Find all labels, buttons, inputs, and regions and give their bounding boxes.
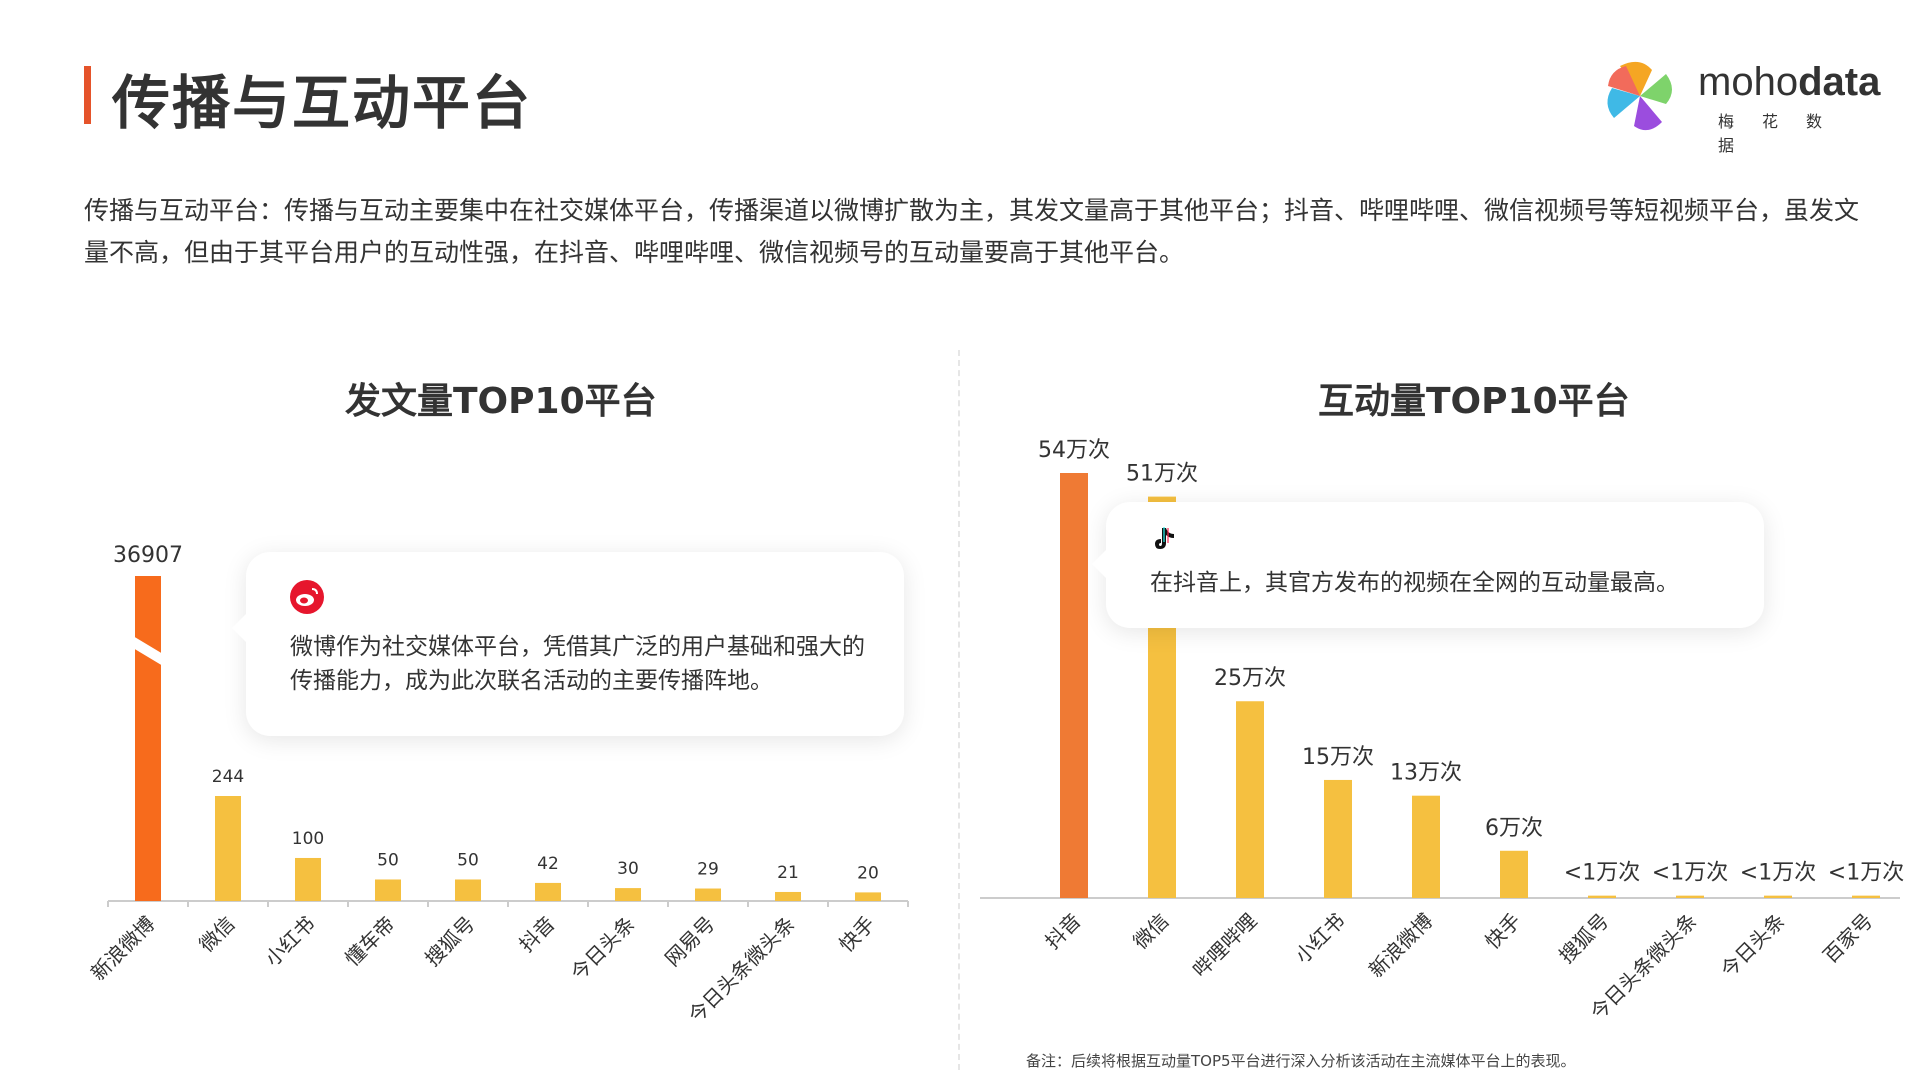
- x-tick-label: 今日头条: [1716, 909, 1790, 983]
- douyin-callout-text: 在抖音上，其官方发布的视频在全网的互动量最高。: [1150, 570, 1679, 596]
- x-tick-label: 哔哩哔哩: [1188, 909, 1262, 983]
- data-label: <1万次: [1740, 861, 1816, 886]
- logo-subtitle: 梅花数据: [1718, 112, 1851, 155]
- x-tick-label: 抖音: [514, 912, 559, 957]
- data-label: 54万次: [1038, 438, 1110, 463]
- douyin-icon: [1155, 527, 1174, 549]
- bar-抖音: [1060, 473, 1088, 898]
- data-label: 20: [857, 863, 879, 883]
- data-label: 6万次: [1485, 816, 1543, 841]
- bar-抖音: [535, 882, 561, 901]
- bar-新浪微博: [1412, 795, 1440, 898]
- data-label: 13万次: [1390, 761, 1462, 786]
- x-tick-label: 懂车帝: [340, 912, 399, 971]
- x-tick-label: 微信: [194, 912, 239, 957]
- data-label: <1万次: [1828, 861, 1904, 886]
- x-tick-label: 搜狐号: [420, 912, 479, 971]
- x-tick-label: 小红书: [1290, 909, 1349, 968]
- title-accent-bar: [84, 66, 91, 124]
- x-tick-label: 快手: [1480, 909, 1525, 954]
- x-tick-label: 网易号: [660, 912, 719, 971]
- logo-wordmark: mohodata: [1698, 60, 1881, 104]
- data-label: 29: [697, 860, 719, 880]
- data-label: <1万次: [1652, 861, 1728, 886]
- data-label: 50: [457, 850, 479, 870]
- data-label: 30: [617, 859, 639, 879]
- data-label: 42: [537, 854, 559, 874]
- bar-今日头条微头条: [1676, 895, 1704, 898]
- x-tick-label: 今日头条: [566, 912, 640, 986]
- x-tick-label: 搜狐号: [1554, 909, 1613, 968]
- data-label: 244: [212, 767, 244, 787]
- bar-微信: [215, 796, 241, 901]
- data-label: 25万次: [1214, 666, 1286, 691]
- x-tick-label: 新浪微博: [86, 912, 160, 986]
- section-divider: [958, 350, 960, 1070]
- bar-今日头条: [1764, 895, 1792, 898]
- data-label: 15万次: [1302, 745, 1374, 770]
- left-bar-chart: 36907 新浪微博 244 微信 100 小红书 50 懂车帝 50 搜狐号 42 抖音 30 今日头条…: [86, 543, 909, 1028]
- bar-今日头条: [615, 888, 641, 901]
- data-label: 100: [292, 829, 324, 849]
- bar-今日头条微头条: [775, 891, 801, 901]
- bar-搜狐号: [1588, 895, 1616, 898]
- bar-小红书: [1324, 779, 1352, 898]
- weibo-callout: 微博作为社交媒体平台，凭借其广泛的用户基础和强大的传播能力，成为此次联名活动的主…: [232, 552, 904, 736]
- bar-懂车帝: [375, 879, 401, 901]
- page-title: 传播与互动平台: [112, 69, 533, 137]
- data-label: 36907: [113, 543, 183, 568]
- x-tick-label: 百家号: [1818, 909, 1877, 968]
- weibo-callout-text: 微博作为社交媒体平台，凭借其广泛的用户基础和强大的传播能力，成为此次联名活动的主…: [290, 634, 865, 694]
- left-chart-title: 发文量TOP10平台: [345, 381, 657, 422]
- x-tick-label: 小红书: [260, 912, 319, 971]
- bar-网易号: [695, 888, 721, 901]
- x-tick-label: 微信: [1128, 909, 1173, 954]
- right-chart-title: 互动量TOP10平台: [1318, 381, 1630, 422]
- x-tick-label: 抖音: [1040, 909, 1085, 954]
- data-label: 51万次: [1126, 462, 1198, 487]
- bar-小红书: [295, 857, 321, 901]
- summary-paragraph: 传播与互动平台：传播与互动主要集中在社交媒体平台，传播渠道以微博扩散为主，其发文…: [84, 196, 1860, 267]
- data-label: <1万次: [1564, 861, 1640, 886]
- bar-快手: [855, 892, 881, 901]
- douyin-callout: 在抖音上，其官方发布的视频在全网的互动量最高。: [1092, 502, 1764, 628]
- pinwheel-logo-icon: [1607, 61, 1672, 131]
- data-label: 50: [377, 850, 399, 870]
- footnote: 备注：后续将根据互动量TOP5平台进行深入分析该活动在主流媒体平台上的表现。: [1026, 1052, 1576, 1070]
- weibo-icon: [290, 580, 324, 614]
- x-tick-label: 新浪微博: [1364, 909, 1438, 983]
- logo: mohodata 梅花数据: [1600, 56, 1890, 155]
- bar-新浪微博: [135, 576, 161, 901]
- bar-快手: [1500, 850, 1528, 898]
- bar-哔哩哔哩: [1236, 701, 1264, 898]
- axis-break-mark: [133, 636, 163, 666]
- x-tick-label: 快手: [834, 912, 879, 957]
- data-label: 21: [777, 863, 799, 883]
- bar-搜狐号: [455, 879, 481, 901]
- bar-百家号: [1852, 895, 1880, 898]
